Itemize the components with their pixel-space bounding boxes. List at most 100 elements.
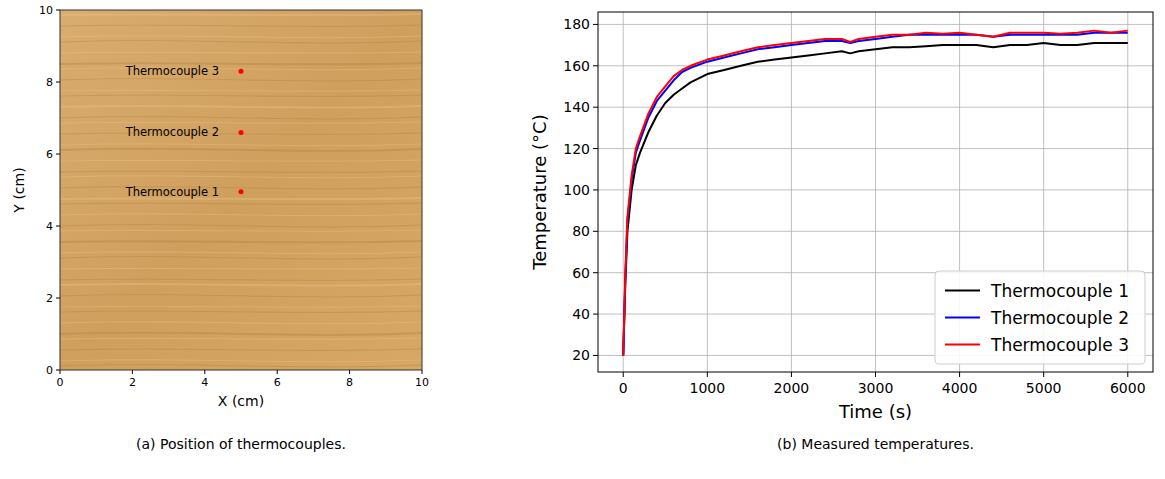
panel-a: 02468100246810X (cm)Y (cm)Thermocouple 1…: [11, 4, 429, 452]
y-tick-label: 140: [563, 99, 590, 115]
x-tick-label: 2000: [774, 380, 810, 396]
x-axis-title: X (cm): [218, 393, 264, 409]
legend-swatch: [945, 344, 980, 346]
y-tick-label: 120: [563, 141, 590, 157]
grain-line: [60, 187, 422, 189]
legend-label: Thermocouple 1: [990, 281, 1129, 301]
y-tick: [56, 370, 60, 371]
grain-line: [60, 257, 422, 259]
legend-swatch: [945, 290, 980, 292]
frame: [60, 10, 422, 370]
thermocouple-point: [239, 189, 244, 194]
legend-swatch: [945, 317, 980, 319]
y-tick: [56, 298, 60, 299]
legend-label: Thermocouple 2: [990, 308, 1129, 328]
grain-line: [60, 279, 422, 280]
grain-line: [60, 144, 422, 146]
y-tick-label: 60: [572, 265, 590, 281]
x-tick-label: 0: [57, 376, 64, 389]
y-tick-label: 160: [563, 58, 590, 74]
y-grid: [598, 24, 1153, 25]
x-tick-label: 2: [129, 376, 136, 389]
x-tick: [277, 370, 278, 374]
annotation: Thermocouple 3: [125, 64, 219, 78]
grain-line: [60, 79, 422, 81]
grain-line: [60, 171, 422, 172]
y-tick-label: 6: [46, 148, 53, 161]
grain-line: [60, 25, 422, 26]
grain-line: [60, 41, 422, 43]
y-tick: [593, 107, 598, 108]
y-grid: [598, 189, 1153, 190]
x-tick: [707, 372, 708, 377]
x-tick: [422, 370, 423, 374]
grain-line: [60, 198, 422, 199]
thermocouple-point: [239, 69, 244, 74]
grain-line: [60, 160, 422, 161]
y-grid: [598, 107, 1153, 108]
y-tick-label: 180: [563, 16, 590, 32]
grain-line: [60, 122, 422, 123]
grain-line: [60, 117, 422, 119]
x-tick-label: 10: [415, 376, 429, 389]
caption: (b) Measured temperatures.: [777, 436, 974, 452]
x-tick-label: 1000: [689, 380, 725, 396]
grain-line: [60, 203, 422, 204]
grain-line: [60, 333, 422, 335]
y-tick: [593, 272, 598, 273]
y-tick: [56, 10, 60, 11]
grain-line: [60, 311, 422, 312]
y-tick: [593, 189, 598, 190]
grain-line: [60, 284, 422, 286]
grain-line: [60, 176, 422, 178]
x-tick: [623, 372, 624, 377]
x-tick-label: 4000: [942, 380, 978, 396]
legend-box: [935, 271, 1145, 364]
thermocouple-point: [239, 130, 244, 135]
x-tick-label: 8: [346, 376, 353, 389]
legend: Thermocouple 1 Thermocouple 2 Thermocouple…: [935, 271, 1145, 364]
y-tick-label: 40: [572, 306, 590, 322]
grain-line: [60, 322, 422, 324]
grain-line: [60, 268, 422, 269]
grain-line: [60, 252, 422, 254]
grain-line: [60, 36, 422, 38]
x-tick-label: 5000: [1026, 380, 1062, 396]
frame: [598, 12, 1153, 372]
y-grid: [598, 65, 1153, 66]
annotation: Thermocouple 2: [125, 125, 219, 139]
y-tick-label: 10: [39, 4, 53, 17]
grain-line: [60, 149, 422, 151]
grain-line: [60, 349, 422, 350]
y-tick: [56, 226, 60, 227]
y-axis-title: Y (cm): [11, 167, 27, 213]
grain-line: [60, 225, 422, 227]
x-tick: [959, 372, 960, 377]
grain-line: [60, 214, 422, 216]
plot-bg: [598, 12, 1153, 372]
points: [239, 69, 244, 195]
panel-b: 0100020003000400050006000204060801001201…: [529, 12, 1153, 452]
grain-line: [60, 306, 422, 307]
grain-line: [60, 52, 422, 53]
y-tick-label: 2: [46, 292, 53, 305]
x-tick: [60, 370, 61, 374]
y-tick-label: 4: [46, 220, 53, 233]
x-tick: [132, 370, 133, 374]
grain-line: [60, 295, 422, 297]
x-tick-label: 6: [274, 376, 281, 389]
y-tick-label: 8: [46, 76, 53, 89]
grain-line: [60, 90, 422, 91]
x-tick: [1127, 372, 1128, 377]
annotation: Thermocouple 1: [125, 185, 219, 199]
grain-line: [60, 14, 422, 15]
x-tick-label: 4: [201, 376, 208, 389]
legend-label: Thermocouple 3: [990, 335, 1129, 355]
y-tick: [593, 231, 598, 232]
y-axis-title: Temperature (°C): [529, 114, 550, 270]
grain-line: [60, 95, 422, 96]
y-tick-label: 80: [572, 223, 590, 239]
y-tick: [593, 65, 598, 66]
y-tick: [593, 355, 598, 356]
y-grid: [598, 148, 1153, 149]
